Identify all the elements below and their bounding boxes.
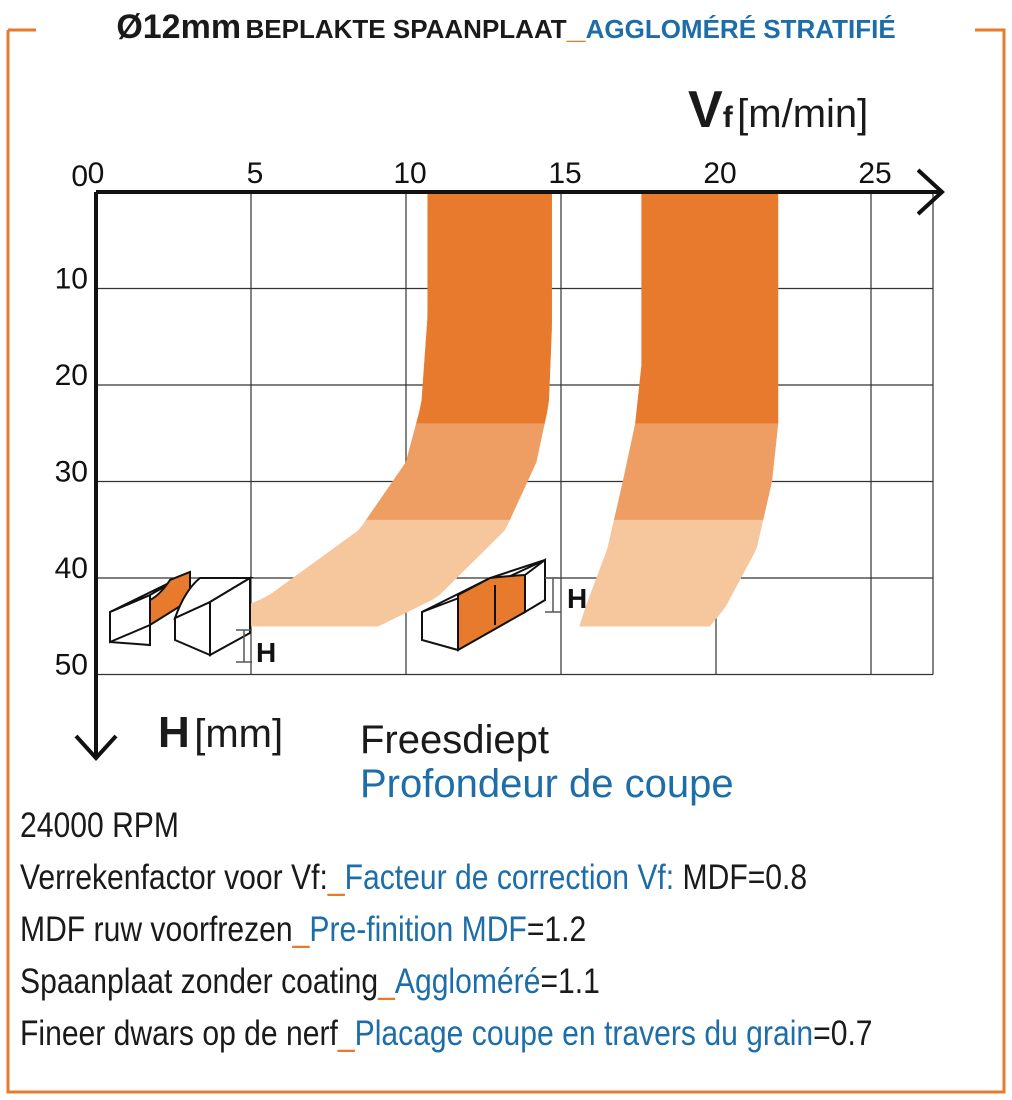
title-diameter: Ø12mm <box>116 8 242 46</box>
note-1-fr: Facteur de correction Vf: <box>344 858 675 897</box>
title-french: AGGLOMÉRÉ STRATIFIÉ <box>585 14 896 44</box>
title-dutch: BEPLAKTE SPAANPLAAT <box>245 14 567 44</box>
note-line-4: Fineer dwars op de nerf_Placage coupe en… <box>20 1008 873 1060</box>
y-tick-label: 10 <box>55 263 88 296</box>
note-4-val: =0.7 <box>813 1014 873 1053</box>
area-band-groove-light <box>195 519 511 627</box>
y-axis-dutch: Freesdiept <box>360 718 549 762</box>
y-axis-symbol: H <box>158 708 190 757</box>
rebate-h-label: H <box>567 583 587 614</box>
area-band-rebate-mid <box>613 423 779 521</box>
chart-areas <box>195 191 779 627</box>
note-2-val: =1.2 <box>526 910 587 949</box>
groove-profile-icon: H <box>109 570 276 668</box>
x-tick-label: 15 <box>548 157 581 190</box>
notes-block: 24000 RPM Verrekenfactor voor Vf:_Facteu… <box>20 800 1011 1060</box>
note-line-3: Spaanplaat zonder coating_Aggloméré=1.1 <box>20 956 873 1008</box>
note-3-val: =1.1 <box>540 962 600 1001</box>
x-tick-label: 25 <box>858 157 891 190</box>
area-band-rebate-dark <box>635 191 779 424</box>
y-axis-french: Profondeur de coupe <box>360 762 734 806</box>
groove-h-label: H <box>256 637 276 668</box>
area-band-rebate-light <box>579 519 764 627</box>
note-line-2: MDF ruw voorfrezen_Pre-finition MDF=1.2 <box>20 904 873 956</box>
chart-title: Ø12mm BEPLAKTE SPAANPLAAT_AGGLOMÉRÉ STRA… <box>0 8 1012 47</box>
note-2-nl: MDF ruw voorfrezen <box>20 910 293 949</box>
x-axis-subscript: f <box>722 101 733 134</box>
y-tick-label: 50 <box>55 649 88 682</box>
y-axis-unit: [mm] <box>194 712 284 756</box>
area-band-groove-mid <box>365 423 545 521</box>
note-3-sep: _ <box>378 962 395 1001</box>
note-3-nl: Spaanplaat zonder coating <box>20 962 379 1001</box>
y-tick-label: 40 <box>55 552 88 585</box>
note-2-fr: Pre-finition MDF <box>309 910 527 949</box>
x-axis-symbol: V <box>688 81 723 139</box>
x-tick-label: 5 <box>247 157 264 190</box>
title-separator: _ <box>566 8 586 46</box>
profile-icons: HH <box>109 558 587 668</box>
note-rpm: 24000 RPM <box>20 806 179 845</box>
note-1-sep: _ <box>327 858 345 897</box>
x-tick-label: 0 <box>88 157 105 190</box>
note-2-sep: _ <box>292 910 310 949</box>
rebate-profile-icon: H <box>421 558 587 652</box>
chart-ticks: 0 5 10 15 20 25 0 10 20 30 40 50 <box>55 157 892 682</box>
area-band-groove-dark <box>416 191 552 424</box>
note-4-sep: _ <box>337 1014 355 1053</box>
note-4-fr: Placage coupe en travers du grain <box>354 1014 814 1053</box>
y-tick-label: 0 <box>71 160 88 193</box>
y-tick-label: 30 <box>55 456 88 489</box>
y-axis-arrow <box>74 734 118 761</box>
x-tick-label: 20 <box>703 157 736 190</box>
x-tick-label: 10 <box>393 157 426 190</box>
x-axis-label: Vf [m/min] <box>688 80 868 140</box>
y-axis-label: H [mm] <box>158 708 283 758</box>
note-3-fr: Aggloméré <box>394 962 541 1001</box>
note-line-1: Verrekenfactor voor Vf:_Facteur de corre… <box>20 852 873 904</box>
chart-axes <box>74 168 945 761</box>
x-axis-arrow <box>916 168 945 216</box>
x-axis-unit: [m/min] <box>737 92 869 136</box>
note-4-nl: Fineer dwars op de nerf <box>20 1014 338 1053</box>
note-1-val: MDF=0.8 <box>674 858 808 897</box>
note-1-nl: Verrekenfactor voor Vf: <box>20 858 328 897</box>
y-tick-label: 20 <box>55 359 88 392</box>
